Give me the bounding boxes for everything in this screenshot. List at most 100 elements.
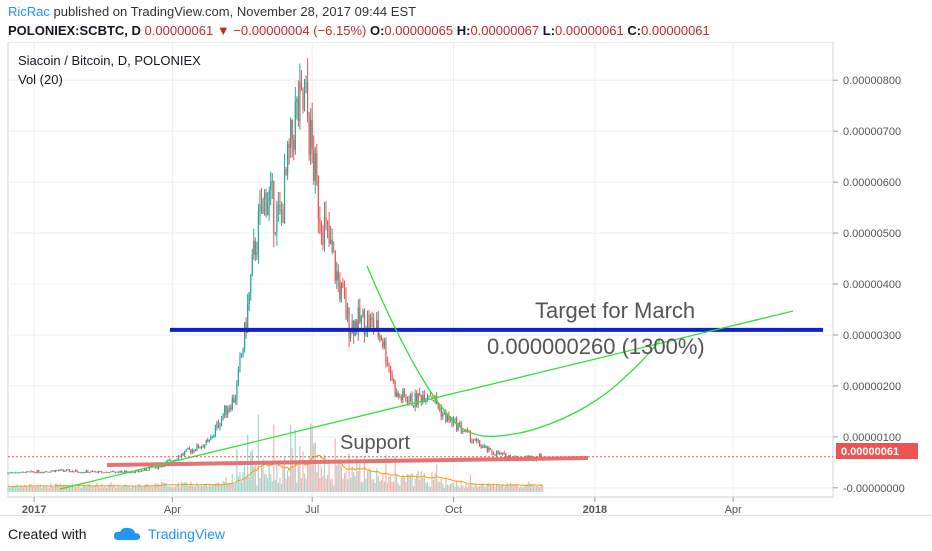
volume-bar — [474, 484, 476, 492]
chart-header: RicRac published on TradingView.com, Nov… — [0, 0, 932, 42]
author-link[interactable]: RicRac — [8, 4, 50, 19]
volume-bar — [233, 484, 235, 492]
drawings — [8, 265, 833, 490]
volume-bar — [306, 461, 309, 492]
volume-bar — [448, 485, 450, 492]
candle-body — [177, 456, 180, 460]
y-tick-label: 0.00000100 — [843, 432, 901, 444]
candle-body — [426, 395, 429, 400]
volume-bar — [263, 474, 266, 492]
volume-bar — [465, 484, 467, 492]
volume-bar — [55, 483, 57, 492]
candle-body — [279, 204, 281, 212]
candle-body — [79, 472, 81, 474]
candle-body — [285, 169, 287, 175]
candle-body — [463, 431, 465, 433]
volume-bar — [331, 478, 333, 492]
candle-body — [233, 397, 235, 403]
candle-body — [227, 410, 229, 415]
candle-body — [93, 471, 95, 473]
tradingview-brand-link[interactable]: TradingView — [148, 526, 226, 542]
volume-bar — [118, 485, 120, 492]
volume-bar — [486, 483, 488, 492]
candle-body — [466, 429, 468, 431]
candle-body — [85, 470, 87, 473]
volume-bar — [18, 487, 20, 492]
volume-bar — [399, 485, 401, 492]
candle-body — [257, 211, 260, 253]
candle-body — [94, 471, 97, 473]
candle-body — [508, 455, 510, 457]
volume-bar — [492, 483, 495, 492]
volume-bar — [354, 476, 356, 492]
volume-bar — [409, 475, 412, 492]
volume-bar — [94, 485, 97, 492]
candle-body — [157, 465, 160, 469]
volume-bar — [137, 484, 140, 492]
volume-bar — [225, 477, 227, 492]
candle-body — [499, 452, 501, 455]
volume-bar — [434, 472, 436, 492]
x-tick-label: Apr — [725, 504, 742, 515]
volume-bar — [383, 481, 385, 492]
price-chart[interactable]: 0.00000800 0.00000700 0.00000600 0.00000500… — [0, 42, 932, 515]
volume-bar — [359, 464, 361, 492]
volume-bar — [514, 483, 516, 492]
volume-bar — [317, 460, 319, 492]
candle-body — [153, 467, 155, 469]
candle-body — [442, 413, 444, 417]
volume-bar — [532, 485, 535, 492]
volume-bar — [119, 487, 121, 492]
candle-body — [363, 310, 366, 335]
candle-body — [73, 471, 75, 473]
candle-body — [322, 232, 324, 245]
candle-body — [101, 471, 103, 473]
time-axis[interactable]: 2017 Apr Jul Oct 2018 Apr — [22, 497, 742, 515]
candle-body — [225, 405, 227, 415]
candle-body — [412, 405, 415, 407]
candle-body — [27, 471, 29, 473]
candle-body — [290, 119, 292, 149]
created-with-text: Created with — [8, 526, 87, 542]
volume-bar — [485, 487, 487, 492]
candle-body — [64, 471, 66, 472]
volume-bar — [402, 474, 404, 492]
candle-body — [124, 470, 126, 473]
candle-body — [293, 139, 295, 150]
candle-body — [337, 271, 339, 281]
candle-body — [339, 280, 341, 300]
volume-bar — [74, 486, 77, 492]
candle-body — [459, 423, 461, 424]
volume-bar — [299, 445, 301, 492]
volume-bar — [437, 481, 439, 492]
candle-body — [162, 465, 164, 467]
volume-bar — [79, 487, 81, 492]
volume-bar — [199, 486, 201, 492]
volume-bar — [90, 486, 92, 492]
candle-body — [479, 440, 481, 446]
volume-bar — [102, 487, 104, 492]
candle-body — [25, 471, 28, 473]
y-tick-label: 0.00000300 — [843, 330, 901, 342]
volume-bar — [328, 459, 330, 492]
candle-body — [113, 471, 115, 473]
volume-bar — [320, 466, 323, 492]
volume-bar — [167, 486, 169, 492]
volume-bar — [500, 484, 502, 492]
candle-body — [191, 449, 193, 453]
candle-body — [380, 335, 382, 341]
candle-body — [451, 417, 453, 425]
candle-body — [31, 471, 34, 473]
volume-bar — [428, 485, 430, 492]
volume-bar — [168, 486, 170, 492]
candle-body — [270, 181, 272, 191]
price-axis[interactable]: 0.00000800 0.00000700 0.00000600 0.00000500… — [833, 75, 905, 495]
volume-bar — [174, 486, 177, 492]
candle-body — [325, 217, 327, 221]
volume-bar — [176, 484, 178, 492]
candle-body — [260, 204, 263, 214]
volume-bar — [480, 485, 482, 492]
candle-body — [187, 448, 189, 450]
candle-body — [21, 472, 23, 473]
volume-bar — [141, 487, 143, 492]
